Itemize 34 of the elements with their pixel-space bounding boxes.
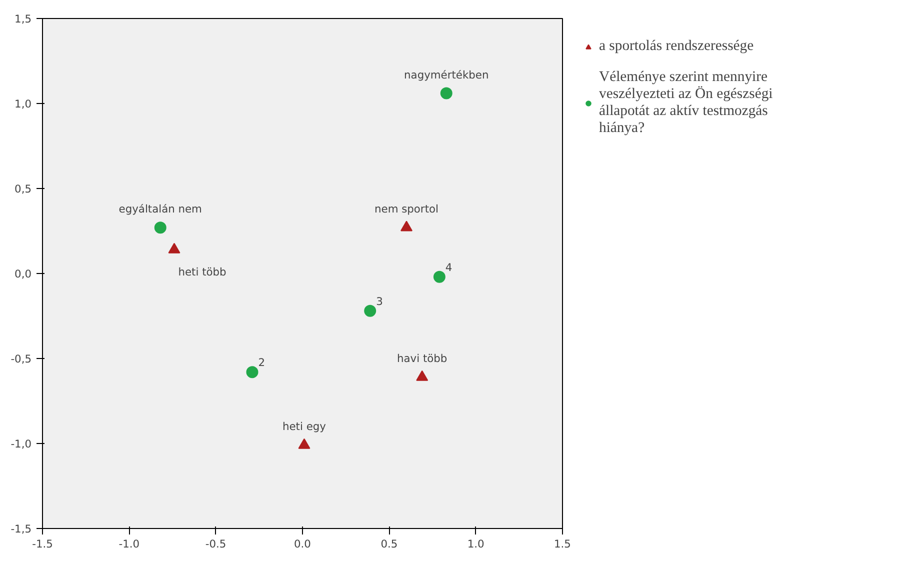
- y-tick-label: -0,5: [10, 352, 32, 366]
- point: [364, 304, 376, 317]
- annotation: 3: [376, 294, 383, 308]
- y-tick-label: 1,0: [14, 98, 32, 110]
- annotation: havi több: [397, 352, 448, 366]
- legend-label: a sportolás rendszeressége: [599, 38, 754, 55]
- annotation: nem sportol: [374, 202, 438, 216]
- y-tick-label: -1,0: [10, 438, 32, 450]
- x-tick-label: 0.0: [294, 538, 312, 550]
- point: [246, 366, 258, 378]
- legend-label: Véleménye szerint mennyire veszélyezteti az Ön egészségi állapotát az aktív testmozgás hiánya?: [599, 69, 773, 137]
- x-tick-label: 1.5: [554, 538, 571, 550]
- point: [400, 220, 412, 232]
- annotation: 2: [258, 356, 266, 370]
- x-tick-label: -1.5: [32, 538, 53, 550]
- x-tick-label: 0.5: [380, 538, 398, 550]
- point: [168, 242, 180, 254]
- point: [440, 87, 452, 100]
- x-tick-label: -1.0: [118, 538, 140, 550]
- y-tick-label: 1,5: [14, 12, 32, 26]
- point: [298, 438, 310, 449]
- point: [433, 270, 446, 283]
- y-tick-label: 0,0: [14, 268, 32, 280]
- point: [154, 222, 166, 234]
- annotation: egyáltalán nem: [118, 202, 202, 216]
- annotation: nagymértékben: [404, 68, 489, 82]
- point: [416, 370, 428, 381]
- x-tick-label: 1.0: [467, 538, 485, 550]
- annotation: heti több: [178, 266, 227, 279]
- y-tick-label: -1,5: [10, 522, 32, 536]
- annotation: 4: [445, 260, 452, 274]
- x-tick-label: -0.5: [205, 538, 226, 550]
- y-tick-label: 0,5: [14, 182, 32, 196]
- annotation: heti egy: [282, 420, 326, 434]
